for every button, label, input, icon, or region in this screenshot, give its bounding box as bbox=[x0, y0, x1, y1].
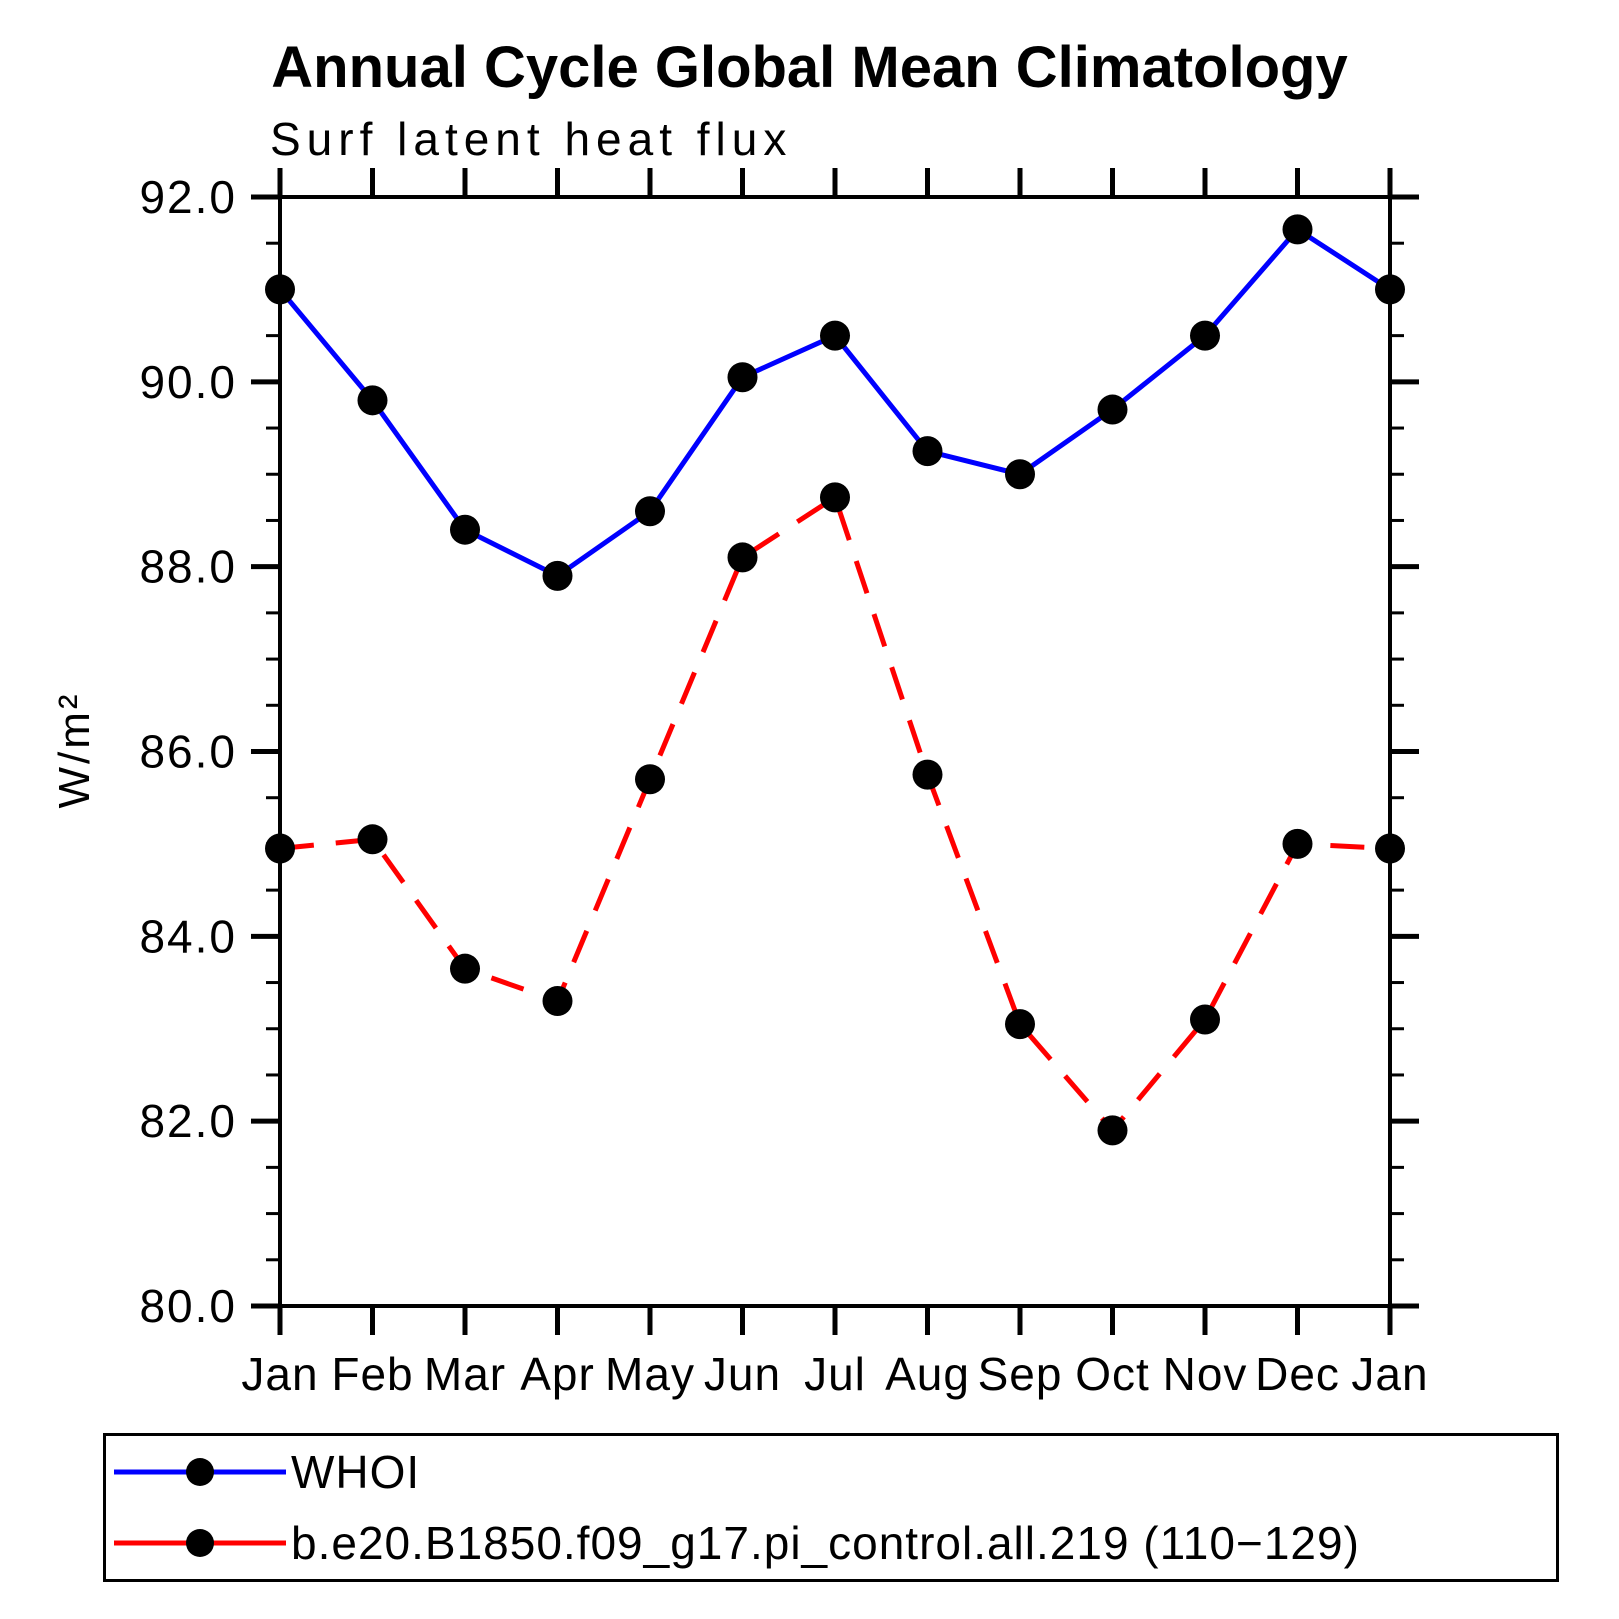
data-point bbox=[1005, 1009, 1035, 1040]
data-point bbox=[542, 986, 573, 1017]
data-point bbox=[1190, 1004, 1220, 1035]
data-point bbox=[1282, 828, 1313, 859]
data-point bbox=[1097, 1115, 1128, 1146]
y-tick-label: 82.0 bbox=[139, 1095, 237, 1147]
data-point bbox=[635, 764, 665, 795]
x-tick-label: Jan bbox=[241, 1348, 318, 1400]
y-tick-label: 84.0 bbox=[139, 910, 237, 962]
legend-label: WHOI bbox=[291, 1445, 421, 1498]
data-point bbox=[357, 824, 388, 855]
axis-frame bbox=[278, 195, 1392, 1308]
legend-marker-icon bbox=[186, 1457, 214, 1486]
data-point bbox=[450, 514, 480, 545]
legend: WHOI b.e20.B1850.f09_g17.pi_control.all.… bbox=[103, 1433, 1559, 1582]
data-point bbox=[265, 833, 295, 864]
x-tick-label: Feb bbox=[331, 1348, 413, 1400]
chart-subtitle: Surf latent heat flux bbox=[270, 113, 793, 165]
x-tick-label: Mar bbox=[424, 1348, 506, 1400]
chart-title: Annual Cycle Global Mean Climatology bbox=[271, 35, 1348, 100]
legend-entry: WHOI bbox=[106, 1446, 1556, 1498]
y-tick-label: 92.0 bbox=[139, 171, 237, 223]
y-tick-label: 90.0 bbox=[139, 356, 237, 408]
series-line-0 bbox=[278, 226, 1392, 579]
data-point bbox=[727, 542, 758, 573]
x-tick-label: May bbox=[605, 1348, 695, 1400]
y-tick-label: 86.0 bbox=[139, 726, 237, 778]
data-point bbox=[265, 274, 295, 305]
y-tick-label: 88.0 bbox=[139, 541, 237, 593]
x-tick-label: Aug bbox=[885, 1348, 970, 1400]
x-tick-label: Jun bbox=[704, 1348, 781, 1400]
legend-line-sample bbox=[114, 1457, 286, 1486]
data-point bbox=[820, 482, 850, 513]
data-point bbox=[912, 436, 943, 467]
y-tick-label: 80.0 bbox=[139, 1280, 237, 1332]
data-point bbox=[542, 560, 573, 591]
legend-label: b.e20.B1850.f09_g17.pi_control.all.219 (… bbox=[291, 1517, 1360, 1570]
x-tick-label: Jul bbox=[804, 1348, 866, 1400]
data-point bbox=[727, 362, 758, 393]
data-point bbox=[635, 496, 665, 527]
x-tick-label: Sep bbox=[978, 1348, 1063, 1400]
data-point bbox=[912, 759, 943, 790]
data-point bbox=[1190, 320, 1220, 351]
data-point bbox=[450, 953, 480, 984]
legend-marker-icon bbox=[186, 1529, 214, 1558]
x-tick-label: Apr bbox=[520, 1348, 595, 1400]
data-point bbox=[1375, 833, 1405, 864]
x-tick-label: Dec bbox=[1255, 1348, 1340, 1400]
legend-entry: b.e20.B1850.f09_g17.pi_control.all.219 (… bbox=[106, 1517, 1556, 1569]
data-point bbox=[1375, 274, 1405, 305]
x-tick-label: Jan bbox=[1351, 1348, 1428, 1400]
x-tick-label: Oct bbox=[1075, 1348, 1150, 1400]
data-point bbox=[1005, 459, 1035, 490]
data-point bbox=[820, 320, 850, 351]
legend-line-sample bbox=[114, 1529, 286, 1558]
data-point bbox=[357, 385, 388, 416]
data-point bbox=[1097, 394, 1128, 425]
data-point bbox=[1282, 214, 1313, 245]
series-line-1 bbox=[279, 493, 1391, 1135]
x-tick-label: Nov bbox=[1163, 1348, 1248, 1400]
